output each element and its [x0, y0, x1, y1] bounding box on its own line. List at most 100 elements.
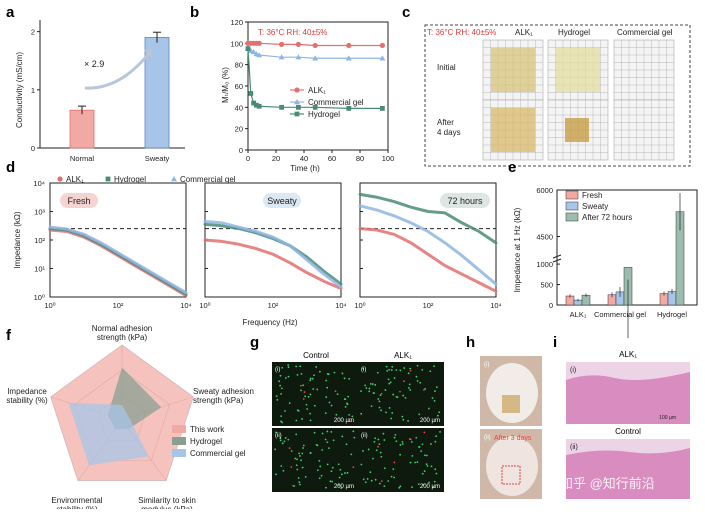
g-cell-dot [407, 372, 410, 375]
d-ytick-label: 10⁴ [33, 179, 45, 188]
g-cell-dot [416, 380, 419, 382]
b-legend-marker [294, 111, 300, 117]
g-cell-dot [428, 481, 430, 484]
g-cell-dot [379, 451, 382, 454]
b-ytick-label: 20 [235, 125, 243, 134]
g-cell-dot [408, 383, 411, 386]
g-cell-dot [301, 466, 304, 469]
g-cell-dot [409, 369, 412, 372]
i-title-alk: ALK₁ [619, 350, 637, 359]
e-ytick-label: 6000 [536, 186, 553, 195]
b-legend: ALK₁ Commercial gel Hydrogel [290, 86, 364, 119]
panel-letter-d: d [6, 159, 15, 176]
i-tissue-i [566, 372, 690, 424]
f-legend-label: Hydrogel [190, 437, 222, 446]
g-scale-label: 200 µm [334, 484, 354, 490]
panel-letter-h: h [466, 334, 475, 351]
b-data-point [379, 42, 385, 49]
d-ytick-label: 10⁰ [34, 293, 45, 302]
d-legend-marker [105, 176, 111, 182]
g-cell-dot [376, 371, 379, 374]
d-legend-marker [57, 176, 63, 182]
g-cell-dot [360, 412, 363, 415]
g-cell-dot [419, 381, 422, 384]
g-cell-dot [409, 389, 412, 391]
d-series-line [48, 228, 188, 298]
g-fluoro-image [358, 362, 444, 426]
g-cell-dot [313, 404, 316, 407]
g-cell-dot [391, 412, 394, 414]
d-xtick-label: 10⁰ [354, 301, 365, 310]
f-axis-label: Environmental [51, 496, 102, 505]
g-cell-dot [297, 477, 300, 479]
g-cell-dot [316, 469, 319, 472]
g-cell-dot [348, 414, 351, 416]
panel-c: c T: 36°C RH: 40±5% ALK₁ Hydrogel Commer… [402, 4, 691, 167]
g-fluoro-image [272, 362, 358, 426]
f-legend-swatch [172, 437, 186, 445]
g-cell-dot [290, 466, 293, 468]
g-cell-dot [343, 398, 346, 400]
g-cell-dot [280, 420, 282, 423]
a-arrow-icon [84, 51, 152, 90]
e-category-label: Commercial gel [594, 310, 646, 319]
a-category-label: Sweaty [145, 154, 170, 163]
g-cell-dot [275, 431, 278, 434]
g-cell-dot [382, 432, 385, 435]
c-sample-patch [556, 48, 600, 92]
a-bar [69, 109, 95, 149]
b-xtick-label: 20 [272, 154, 280, 163]
g-cell-dot [279, 439, 282, 442]
d-ylabel: Impedance (kΩ) [13, 211, 22, 268]
g-cell-dot [321, 449, 324, 451]
c-condition: T: 36°C RH: 40±5% [427, 28, 496, 37]
h-mouse-i [486, 363, 538, 423]
g-cell-dot [435, 386, 438, 389]
g-cell-dot [360, 463, 363, 466]
g-cell-dot [423, 470, 426, 473]
g-cell-dot [302, 447, 304, 449]
g-cell-dot [424, 388, 427, 390]
b-ticks: 0 20 40 60 80 100 0 20 40 60 80 100 120 [230, 18, 394, 163]
a-ylabel: Conductivity (mS/cm) [15, 52, 24, 128]
g-cell-dot [331, 466, 334, 469]
g-cell-dot [299, 384, 302, 387]
d-ytick-label: 10¹ [34, 265, 45, 274]
g-cell-dot [295, 433, 298, 436]
d-legend-label: Hydrogel [114, 175, 146, 184]
g-cell-dot [306, 408, 309, 410]
g-cell-dot [434, 440, 437, 443]
g-cell-dot [403, 367, 406, 369]
b-legend-marker [294, 99, 300, 105]
g-cell-dot [334, 390, 337, 393]
d-xtick-label: 10⁰ [199, 301, 210, 310]
g-scale-label: 200 µm [420, 418, 440, 424]
g-cell-dot [390, 475, 393, 478]
g-cell-dot [374, 437, 377, 440]
g-cell-dot [369, 471, 372, 474]
g-cell-dot [374, 478, 377, 481]
b-xtick-label: 80 [356, 154, 364, 163]
b-xtick-label: 0 [246, 154, 250, 163]
f-axis-label: stability (%) [56, 505, 98, 509]
g-cell-dot [415, 375, 418, 378]
g-cell-dot [287, 364, 290, 366]
g-cell-dot [324, 438, 327, 441]
g-cell-dot [304, 475, 307, 478]
g-cell-dot [409, 461, 412, 464]
g-cell-dot [309, 379, 312, 382]
b-data-point [312, 104, 318, 110]
b-xlabel: Time (h) [290, 164, 320, 173]
g-cell-dot [390, 369, 393, 371]
b-data-point [279, 104, 284, 110]
g-fluoro-image [358, 428, 444, 492]
g-cell-dot [411, 455, 414, 457]
g-cell-dot [284, 437, 287, 439]
e-ytick-label: 1000 [536, 260, 553, 269]
b-data-point [296, 104, 301, 110]
b-data-point [278, 54, 285, 60]
d-xtick-label: 10⁴ [180, 301, 192, 310]
h-note: After 3 days [494, 435, 532, 442]
g-cell-dot [341, 372, 344, 375]
